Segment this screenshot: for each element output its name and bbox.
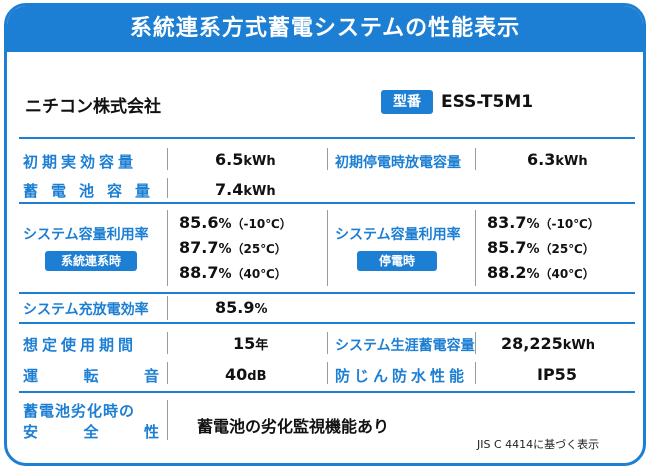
battery-capacity-value: 7.4kWh (215, 180, 276, 199)
footnote: JIS C 4414に基づく表示 (477, 438, 600, 451)
noise-label: 運転音 (23, 367, 159, 385)
divider (19, 202, 635, 204)
initial-capacity-value: 6.5kWh (215, 150, 276, 169)
initial-outage-capacity-value: 6.3kWh (527, 150, 588, 169)
lifetime-value: 15年 (233, 334, 269, 353)
divider (167, 178, 168, 198)
safety-label-line1: 蓄電池劣化時の (23, 402, 136, 420)
lifetime-storage-value: 28,225kWh (501, 334, 595, 353)
utilization-outage-value: 88.2%（40℃） (487, 263, 595, 282)
page-title: 系統連系方式蓄電システムの性能表示 (7, 6, 643, 52)
efficiency-label: システム充放電効率 (23, 302, 149, 318)
waterproof-value: IP55 (537, 365, 577, 384)
outage-tag: 停電時 (357, 251, 437, 271)
divider (327, 332, 328, 354)
initial-capacity-label: 初期実効容量 (23, 153, 138, 171)
divider (19, 292, 635, 294)
divider (475, 148, 476, 170)
initial-outage-capacity-label: 初期停電時放電容量 (335, 155, 461, 171)
divider (167, 148, 168, 170)
safety-label-line2: 安全性 (23, 423, 159, 441)
utilization-grid-label: システム容量利用率 (23, 227, 149, 243)
divider (167, 210, 168, 286)
divider (327, 210, 328, 286)
lifetime-storage-label: システム生涯蓄電容量 (335, 338, 475, 354)
utilization-grid-value: 87.7%（25℃） (179, 238, 287, 257)
divider (167, 296, 168, 320)
model-badge: 型番 (381, 90, 433, 114)
divider (327, 362, 328, 384)
utilization-outage-label: システム容量利用率 (335, 227, 461, 243)
performance-card: 系統連系方式蓄電システムの性能表示 ニチコン株式会社 型番 ESS-T5M1 初… (4, 3, 646, 466)
divider (167, 332, 168, 354)
divider (19, 322, 635, 324)
utilization-outage-value: 85.7%（25℃） (487, 238, 595, 257)
utilization-outage-value: 83.7%（-10℃） (487, 213, 600, 232)
waterproof-label: 防じん防水性能 (335, 367, 469, 385)
divider (475, 362, 476, 384)
grid-connected-tag: 系統連系時 (45, 251, 137, 271)
utilization-grid-value: 85.6%（-10℃） (179, 213, 292, 232)
divider (475, 332, 476, 354)
lifetime-label: 想定使用期間 (23, 336, 138, 354)
efficiency-value: 85.9% (215, 298, 268, 317)
noise-value: 40dB (225, 365, 267, 384)
utilization-grid-value: 88.7%（40℃） (179, 263, 287, 282)
divider (19, 137, 635, 139)
divider (167, 362, 168, 384)
divider (19, 391, 635, 393)
model-value: ESS-T5M1 (441, 92, 534, 112)
divider (475, 210, 476, 286)
company-name: ニチコン株式会社 (25, 97, 161, 117)
divider (327, 148, 328, 170)
safety-value: 蓄電池の劣化監視機能あり (197, 417, 390, 436)
divider (167, 400, 168, 440)
battery-capacity-label: 蓄電池容量 (23, 182, 164, 200)
